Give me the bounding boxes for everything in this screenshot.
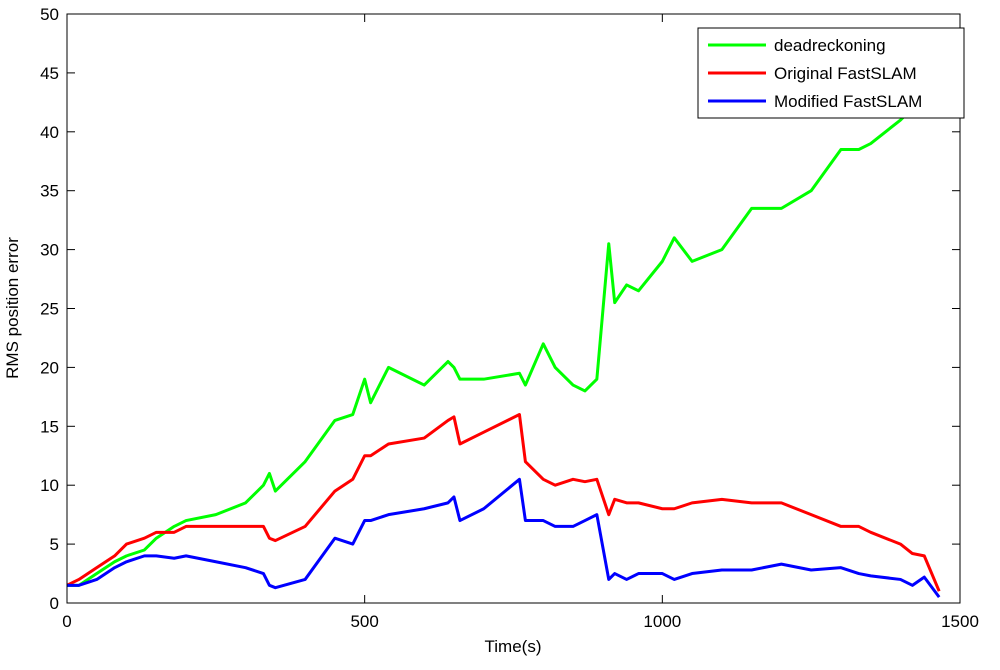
- legend-label: Modified FastSLAM: [774, 92, 922, 111]
- legend-label: Original FastSLAM: [774, 64, 917, 83]
- y-tick-label: 20: [40, 358, 59, 377]
- y-axis-label: RMS position error: [3, 237, 22, 379]
- y-tick-label: 50: [40, 5, 59, 24]
- y-tick-label: 5: [50, 535, 59, 554]
- series-line: [67, 48, 941, 587]
- y-tick-label: 30: [40, 241, 59, 260]
- y-tick-label: 25: [40, 300, 59, 319]
- axes-box: [66, 13, 961, 604]
- y-tick-label: 40: [40, 123, 59, 142]
- y-tick-label: 35: [40, 182, 59, 201]
- x-tick-label: 1500: [941, 612, 979, 631]
- y-tick-label: 45: [40, 64, 59, 83]
- x-tick-label: 0: [62, 612, 71, 631]
- legend-label: deadreckoning: [774, 36, 886, 55]
- y-tick-label: 0: [50, 594, 59, 613]
- x-tick-label: 500: [350, 612, 378, 631]
- y-tick-label: 15: [40, 417, 59, 436]
- series-line: [67, 413, 941, 592]
- x-tick-label: 1000: [643, 612, 681, 631]
- x-axis-label: Time(s): [485, 637, 542, 656]
- y-tick-label: 10: [40, 476, 59, 495]
- series-line: [67, 477, 941, 599]
